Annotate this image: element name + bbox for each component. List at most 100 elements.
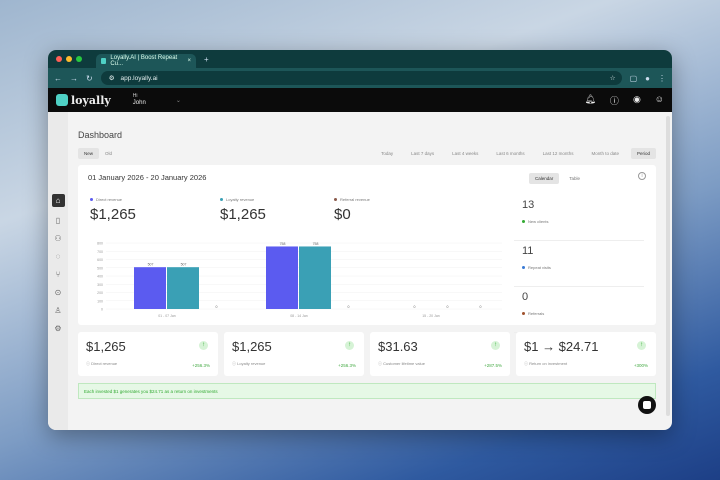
- tab-old[interactable]: Old: [105, 151, 113, 156]
- kpi-value: $1 → $24.71: [524, 339, 599, 354]
- extensions-icon[interactable]: ▢: [629, 73, 638, 83]
- arrow-up-icon: ↑: [637, 341, 646, 350]
- device-icon[interactable]: ▯: [55, 216, 61, 225]
- url-input[interactable]: ⚙ app.loyally.ai ☆: [100, 71, 622, 85]
- bar-value-label: 507: [181, 263, 187, 267]
- bar-value-label: 0: [447, 305, 449, 309]
- y-tick-label: 400: [97, 275, 103, 279]
- location-icon[interactable]: ⊙: [54, 288, 62, 297]
- y-tick-label: 800: [97, 242, 103, 246]
- roi-banner: Each invested $1 generates you $24.71 as…: [78, 383, 656, 399]
- browser-window: Loyally.AI | Boost Repeat Cu... × + ← → ↻ ⚙…: [48, 50, 672, 430]
- y-tick-label: 600: [97, 258, 103, 262]
- range-last-6-months[interactable]: Last 6 months: [496, 151, 525, 156]
- kpi-change: +300%: [633, 363, 648, 368]
- users-icon[interactable]: ⚇: [54, 234, 62, 243]
- info-icon[interactable]: ⓘ: [378, 361, 384, 366]
- close-tab-icon[interactable]: ×: [187, 58, 191, 64]
- bar: [134, 267, 166, 309]
- forward-icon[interactable]: →: [70, 73, 78, 83]
- stat-label: Repeat visits: [528, 265, 551, 270]
- back-icon[interactable]: ←: [54, 73, 62, 83]
- x-tick-label: 08 - 14 Jan: [290, 314, 308, 318]
- logo-text: loyally: [71, 93, 111, 107]
- info-icon[interactable]: ⓘ: [609, 95, 619, 106]
- profile-avatar[interactable]: ●: [645, 73, 650, 83]
- kpi-value: $1,265: [86, 339, 126, 354]
- metric-label: Loyalty revenue: [226, 197, 255, 202]
- url-text: app.loyally.ai: [120, 74, 158, 82]
- account-icon[interactable]: ☺: [654, 93, 664, 104]
- bar-value-label: 0: [414, 305, 416, 309]
- metric-referral: Referral revenue $0: [334, 197, 370, 223]
- logo-icon: [56, 94, 68, 106]
- y-tick-label: 0: [101, 308, 103, 312]
- kpi-label: Customer lifetime value: [383, 361, 425, 366]
- bar: [299, 246, 331, 309]
- tab-bar: Loyally.AI | Boost Repeat Cu... × +: [48, 50, 672, 68]
- metric-value: $0: [334, 206, 351, 223]
- filter-bar: New Old Today Last 7 days Last 4 weeks Last…: [78, 148, 656, 159]
- range-last-12-months[interactable]: Last 12 months: [542, 151, 574, 156]
- home-icon[interactable]: ⌂: [51, 194, 65, 207]
- language-icon[interactable]: ◉: [632, 93, 641, 104]
- kpi-card: $1,265 ⓘ Direct revenue ↑ +256.3%: [78, 332, 218, 376]
- kpi-change: +287.5%: [484, 363, 502, 368]
- chat-button[interactable]: [638, 396, 656, 414]
- range-month-to-date[interactable]: Month to date: [591, 151, 619, 156]
- favicon-icon: [101, 58, 107, 64]
- site-info-icon[interactable]: ⚙: [108, 75, 115, 82]
- new-tab-button[interactable]: +: [204, 54, 209, 64]
- y-tick-label: 200: [97, 291, 103, 295]
- tab-new[interactable]: New: [78, 148, 100, 159]
- stat-value: 13: [522, 199, 535, 211]
- range-last-4-weeks[interactable]: Last 4 weeks: [452, 151, 479, 156]
- bar-value-label: 0: [216, 305, 218, 309]
- kpi-change: +256.3%: [338, 363, 356, 368]
- menu-icon[interactable]: ⋮: [658, 73, 666, 83]
- team-icon[interactable]: ♙: [54, 306, 62, 315]
- range-today[interactable]: Today: [381, 151, 394, 156]
- user-greeting[interactable]: Hi John: [133, 93, 146, 107]
- range-last-7-days[interactable]: Last 7 days: [411, 151, 435, 156]
- reload-icon[interactable]: ↻: [86, 73, 93, 83]
- range-period[interactable]: Period: [630, 148, 656, 159]
- arrow-up-icon: ↑: [199, 341, 208, 350]
- stat-0: 13 New clients: [514, 195, 644, 241]
- stat-value: 0: [522, 291, 529, 303]
- settings-icon[interactable]: ⚙: [54, 324, 62, 333]
- bar-value-label: 0: [480, 305, 482, 309]
- info-icon[interactable]: ⓘ: [232, 361, 238, 366]
- kpi-change: +256.3%: [192, 363, 210, 368]
- scrollbar[interactable]: [666, 116, 670, 416]
- greeting: Hi: [132, 93, 138, 99]
- logo[interactable]: loyally: [56, 94, 111, 107]
- bar-value-label: 507: [148, 263, 154, 267]
- stat-1: 11 Repeat visits: [514, 241, 644, 287]
- table-toggle[interactable]: Table: [569, 176, 580, 181]
- chevron-down-icon[interactable]: ⌄: [175, 97, 181, 104]
- revenue-panel: 01 January 2026 - 20 January 2026 Calend…: [78, 165, 656, 333]
- flow-icon[interactable]: ⑂: [55, 270, 61, 279]
- stat-label: New clients: [528, 219, 549, 224]
- y-tick-label: 300: [97, 283, 103, 287]
- y-tick-label: 700: [97, 250, 103, 254]
- info-icon[interactable]: ⓘ: [524, 361, 530, 366]
- sidebar: ⌂ ▯ ⚇ ◌ ⑂ ⊙ ♙ ⚙: [48, 112, 68, 430]
- bar-value-label: 0: [348, 305, 350, 309]
- calendar-toggle[interactable]: Calendar: [528, 173, 560, 184]
- bookmark-star-icon[interactable]: ☆: [609, 75, 616, 82]
- bell-icon[interactable]: 🔔︎: [584, 93, 596, 104]
- kpi-label: Loyalty revenue: [237, 361, 266, 366]
- kpi-card: $1,265 ⓘ Loyalty revenue ↑ +256.3%: [224, 332, 364, 376]
- close-window-button[interactable]: [56, 56, 62, 62]
- browser-tab[interactable]: Loyally.AI | Boost Repeat Cu... ×: [96, 54, 196, 68]
- info-icon[interactable]: i: [638, 172, 646, 180]
- revenue-chart: 0 100 200 300 400 500 600 700 800 507 507 0 01 - 07 …: [97, 242, 502, 318]
- kpi-card: $31.63 ⓘ Customer lifetime value ↑ +287.5%: [370, 332, 510, 376]
- chat-icon[interactable]: ◌: [55, 252, 61, 261]
- minimize-window-button[interactable]: [66, 56, 72, 62]
- chat-bubble-icon: [643, 401, 651, 409]
- info-icon[interactable]: ⓘ: [86, 361, 92, 366]
- maximize-window-button[interactable]: [76, 56, 82, 62]
